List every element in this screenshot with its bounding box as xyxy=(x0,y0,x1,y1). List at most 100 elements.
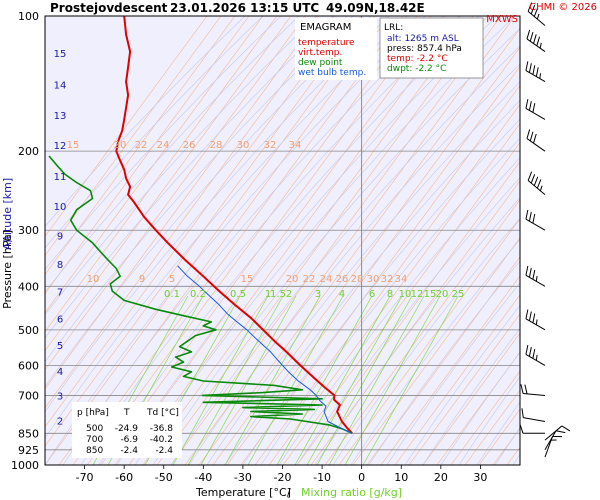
dry-adiabat-label: 34 xyxy=(289,140,302,151)
wind-barb-feather xyxy=(539,73,542,79)
moist-adiabat-line xyxy=(45,16,246,227)
dry-adiabat-label: 30 xyxy=(367,274,380,285)
pressure-tick-label: 700 xyxy=(18,389,39,402)
mixing-ratio-label: 15 xyxy=(424,289,437,300)
x-tick-label: -50 xyxy=(155,471,173,484)
table-cell: 500 xyxy=(86,424,103,434)
table-cell: 700 xyxy=(86,435,103,445)
dry-adiabat-line xyxy=(45,16,348,428)
altitude-tick-label: 11 xyxy=(54,172,67,183)
moist-adiabat-line xyxy=(45,16,282,270)
mixing-ratio-line xyxy=(172,295,269,465)
wind-barb-feather xyxy=(529,131,534,141)
altitude-tick-label: 9 xyxy=(57,231,63,242)
dry-adiabat-label: 24 xyxy=(320,274,333,285)
mixing-ratio-line xyxy=(276,295,373,465)
series-dew-point xyxy=(48,155,353,435)
x-tick-label: 30 xyxy=(473,471,487,484)
altitude-tick-label: 2 xyxy=(57,417,63,428)
mixing-ratio-label: 6 xyxy=(369,289,375,300)
lrl-dwpt: dwpt: -2.2 °C xyxy=(387,64,446,74)
lrl-press: press: 857.4 hPa xyxy=(387,44,462,54)
table-cell: -6.9 xyxy=(120,435,138,445)
wind-barb xyxy=(521,408,546,422)
wind-barb-feather xyxy=(532,65,536,75)
altitude-tick-label: 6 xyxy=(57,315,63,326)
moist-adiabat-line xyxy=(242,118,520,465)
dry-adiabat-line xyxy=(128,16,460,465)
dry-adiabat-line xyxy=(170,16,502,465)
mixing-ratio-label: 1 xyxy=(265,289,271,300)
moist-adiabat-line xyxy=(45,16,318,315)
y-axis-label-altitude: Altitude [km] xyxy=(1,178,14,250)
mixing-ratio-line xyxy=(200,295,297,465)
altitude-tick-label: 14 xyxy=(54,80,67,91)
mixing-ratio-label: 3 xyxy=(315,289,321,300)
mixing-ratio-label: 10 xyxy=(399,289,412,300)
moist-adiabat-line xyxy=(296,177,520,465)
wind-barb-feather xyxy=(561,425,571,432)
table-cell: 850 xyxy=(86,446,103,456)
pressure-tick-label: 1000 xyxy=(11,459,39,472)
y-axis-label-sep: / xyxy=(1,238,14,242)
pressure-tick-label: 850 xyxy=(18,427,39,440)
mixing-ratio-label: 25 xyxy=(452,289,465,300)
dry-adiabat-label: 30 xyxy=(237,140,250,151)
dry-adiabat-line xyxy=(45,16,376,465)
wind-barb-feather xyxy=(535,319,538,325)
dry-adiabat-line xyxy=(366,256,520,465)
table-cell: -40.2 xyxy=(150,435,173,445)
level-table: p [hPa] T Td [°C] 500 -24.9 -36.8 700 -6… xyxy=(72,402,182,458)
dry-adiabat-line xyxy=(394,294,520,465)
legend-title: EMAGRAM xyxy=(300,22,351,33)
pressure-tick-label: 300 xyxy=(18,224,39,237)
wind-barb-feather xyxy=(533,34,537,44)
altitude-tick-label: 10 xyxy=(54,202,67,213)
title-phase: descent xyxy=(114,1,168,15)
moist-adiabat-line xyxy=(332,217,520,465)
pressure-tick-label: 200 xyxy=(18,145,39,158)
pressure-tick-label: 600 xyxy=(18,359,39,372)
wind-barb-staff xyxy=(544,425,563,441)
wind-barb xyxy=(525,344,546,366)
dry-adiabat-label: 5 xyxy=(169,274,175,285)
moist-adiabat-line xyxy=(260,137,520,465)
dry-adiabat-line xyxy=(156,16,488,465)
mixing-ratio-line xyxy=(294,295,391,465)
x-tick-label: 10 xyxy=(394,471,408,484)
altitude-tick-label: 13 xyxy=(54,111,67,122)
x-tick-label: -30 xyxy=(234,471,252,484)
mixing-ratio-label: 20 xyxy=(436,289,449,300)
wind-barb-feather xyxy=(524,384,528,394)
x-tick-label: -70 xyxy=(76,471,94,484)
wind-barb-feather xyxy=(525,309,529,319)
dry-adiabat-line xyxy=(324,199,520,465)
wind-barb-feather xyxy=(533,133,537,144)
lrl-temp: temp: -2.2 °C xyxy=(387,54,448,64)
wind-barb-feather xyxy=(536,179,542,189)
dry-adiabat-line xyxy=(114,16,446,465)
wind-barb xyxy=(525,61,546,83)
dry-adiabat-label: 26 xyxy=(336,274,349,285)
moist-adiabat-line xyxy=(440,351,520,465)
dry-adiabat-line xyxy=(142,16,474,465)
mixing-ratio-line xyxy=(344,295,441,465)
moist-adiabat-line xyxy=(404,305,520,465)
dry-adiabat-label: 28 xyxy=(351,274,364,285)
dry-adiabat-line xyxy=(45,16,264,314)
wind-barb xyxy=(544,425,571,441)
wind-barb-feather xyxy=(539,185,543,191)
dry-adiabat-line xyxy=(45,16,236,276)
dry-adiabat-label: 32 xyxy=(264,140,277,151)
dry-adiabat-line xyxy=(226,65,520,465)
wind-source-label: MXWS xyxy=(486,14,518,25)
mixing-ratio-label: 0.2 xyxy=(190,289,206,300)
table-header-t: T xyxy=(123,408,130,418)
wind-barb xyxy=(525,265,546,287)
moist-adiabat-line xyxy=(45,16,354,363)
dry-adiabat-line xyxy=(408,313,520,465)
lrl-box: LRL: alt: 1265 m ASL press: 857.4 hPa te… xyxy=(379,17,484,79)
mixing-ratio-label: 8 xyxy=(387,289,393,300)
dry-adiabat-line xyxy=(422,332,520,465)
